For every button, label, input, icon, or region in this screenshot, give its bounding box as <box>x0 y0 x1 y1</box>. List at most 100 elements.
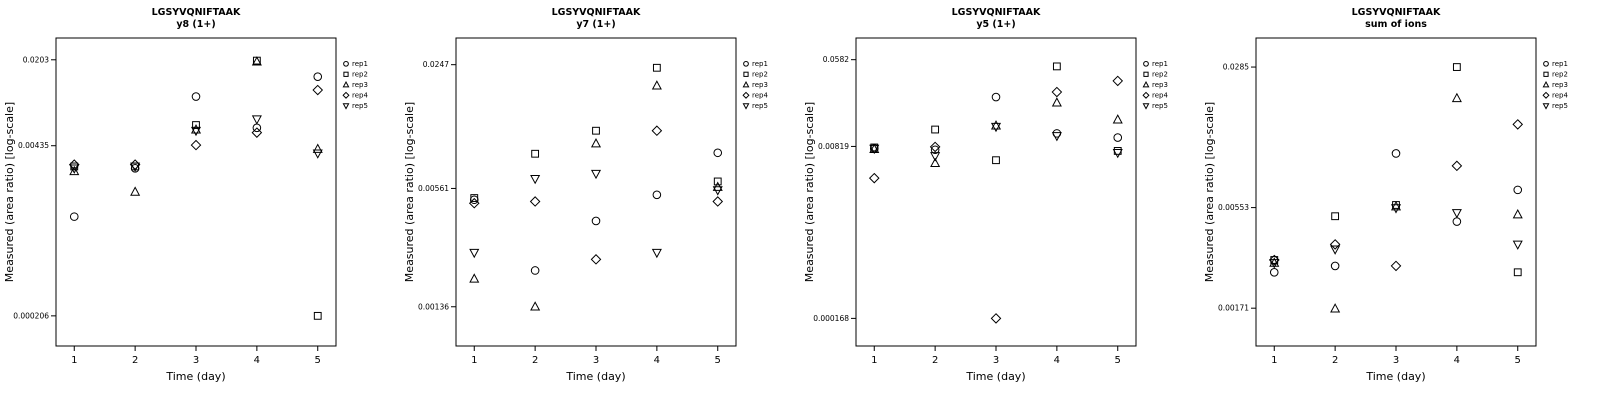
legend-label: rep5 <box>752 102 768 110</box>
diamond-marker-icon <box>742 91 750 99</box>
chart-title: LGSYVQNIFTAAK <box>152 7 241 18</box>
data-point-rep4-day4 <box>651 125 663 137</box>
data-point-rep1-day1 <box>1269 267 1279 277</box>
legend-item-rep2: rep2 <box>343 71 368 79</box>
data-point-rep3-day5 <box>1112 114 1123 124</box>
legend-label: rep4 <box>752 92 768 100</box>
data-point-rep1-day3 <box>1391 149 1401 158</box>
y-tick-label: 0.0285 <box>1223 63 1249 72</box>
legend-label: rep4 <box>352 92 368 100</box>
data-point-rep2-day2 <box>531 149 540 158</box>
legend-item-rep5: rep5 <box>1542 102 1568 110</box>
circle-marker-icon <box>1543 60 1549 67</box>
legend-label: rep2 <box>1552 71 1568 79</box>
legend-label: rep1 <box>1152 60 1168 68</box>
chart-panel-y7-1-: LGSYVQNIFTAAK y7 (1+) 1 2 3 4 5 Time (day) 0.001… <box>400 0 800 400</box>
x-tick-label: 4 <box>254 355 260 366</box>
chart-title: LGSYVQNIFTAAK <box>1352 7 1441 18</box>
y-tick-label: 0.000168 <box>813 314 849 323</box>
data-point-rep2-day3 <box>592 126 600 135</box>
data-point-rep5-day1 <box>1269 259 1280 269</box>
data-point-rep1-day5 <box>713 148 723 158</box>
legend-label: rep4 <box>1152 92 1168 100</box>
y-tick-label: 0.0582 <box>823 55 849 64</box>
chart-panel-y5-1-: LGSYVQNIFTAAK y5 (1+) 1 2 3 4 5 Time (day) 0.000… <box>800 0 1200 400</box>
data-point-rep5-day3 <box>990 122 1002 133</box>
legend-item-rep3: rep3 <box>1142 80 1168 89</box>
y-tick-label: 0.00819 <box>818 142 849 151</box>
data-point-rep1-day3 <box>591 216 601 226</box>
data-point-rep4-day4 <box>251 127 263 138</box>
data-point-rep5-day3 <box>190 126 202 137</box>
data-point-rep4-day5 <box>1112 75 1124 87</box>
data-point-rep5-day3 <box>1390 204 1402 214</box>
y-tick-label: 0.0203 <box>23 55 49 64</box>
data-point-rep4-day5 <box>1512 119 1524 130</box>
data-point-rep2-day5 <box>313 311 322 320</box>
chart-subtitle: y5 (1+) <box>976 19 1015 30</box>
data-point-rep5-day3 <box>590 169 602 180</box>
legend-label: rep2 <box>352 71 368 79</box>
triangle-down-marker-icon <box>1542 103 1550 110</box>
data-point-rep4-day4 <box>1051 86 1063 98</box>
data-point-rep3-day2 <box>1330 303 1341 313</box>
data-point-rep5-day1 <box>69 164 80 174</box>
data-point-rep3-day5 <box>312 143 323 153</box>
data-point-rep3-day2 <box>930 157 941 168</box>
data-point-rep1-day5 <box>1513 185 1523 195</box>
data-point-rep1-day5 <box>313 72 323 81</box>
y-axis-label: Measured (area ratio) [log-scale] <box>403 102 416 282</box>
x-tick-label: 2 <box>932 355 938 366</box>
plot-box <box>55 37 337 347</box>
data-point-rep1-day2 <box>1330 261 1340 271</box>
circle-marker-icon <box>343 60 349 67</box>
x-tick-label: 1 <box>471 355 477 366</box>
triangle-up-marker-icon <box>1542 80 1550 88</box>
legend-label: rep3 <box>752 81 768 89</box>
data-point-rep2-day4 <box>1452 63 1461 71</box>
legend-item-rep1: rep1 <box>343 60 368 68</box>
data-point-rep2-day3 <box>192 121 200 129</box>
plot-box <box>855 37 1137 347</box>
legend-item-rep4: rep4 <box>1142 91 1168 100</box>
data-point-rep3-day3 <box>590 138 602 148</box>
x-tick-label: 2 <box>532 355 538 366</box>
data-point-rep4-day2 <box>929 141 941 153</box>
chart-title: LGSYVQNIFTAAK <box>552 7 641 18</box>
data-point-rep5-day4 <box>1451 209 1462 219</box>
y-tick-label: 0.00553 <box>1218 203 1249 212</box>
y-tick-label: 0.00136 <box>418 302 449 311</box>
data-point-rep1-day3 <box>191 92 201 101</box>
data-point-rep5-day1 <box>869 144 880 155</box>
data-point-rep3-day4 <box>1051 97 1062 107</box>
data-point-rep1-day5 <box>1113 133 1123 142</box>
triangle-down-marker-icon <box>742 103 750 110</box>
data-point-rep1-day2 <box>930 145 940 155</box>
data-point-rep4-day5 <box>712 196 724 207</box>
data-point-rep4-day3 <box>1390 260 1402 272</box>
legend-item-rep3: rep3 <box>342 80 368 89</box>
legend-label: rep1 <box>352 60 368 68</box>
data-point-rep3-day2 <box>530 301 541 311</box>
square-marker-icon <box>1143 71 1149 77</box>
data-point-rep5-day2 <box>130 162 141 172</box>
data-point-rep4-day1 <box>1268 254 1280 266</box>
chart-subtitle: y7 (1+) <box>576 19 615 30</box>
data-point-rep2-day4 <box>1052 62 1061 71</box>
legend-label: rep1 <box>1552 60 1568 68</box>
y-tick-label: 0.0247 <box>423 60 449 69</box>
x-tick-label: 3 <box>1393 355 1399 366</box>
legend-item-rep2: rep2 <box>1143 71 1168 79</box>
data-point-rep5-day5 <box>312 149 323 159</box>
x-tick-label: 5 <box>1515 355 1521 366</box>
x-tick-label: 3 <box>593 355 599 366</box>
x-tick-label: 1 <box>71 355 77 366</box>
x-tick-label: 3 <box>193 355 199 366</box>
diamond-marker-icon <box>1142 91 1150 99</box>
y-tick-label: 0.00561 <box>418 184 449 193</box>
x-tick-label: 1 <box>1271 355 1277 366</box>
diamond-marker-icon <box>1542 91 1550 99</box>
triangle-up-marker-icon <box>742 80 750 88</box>
